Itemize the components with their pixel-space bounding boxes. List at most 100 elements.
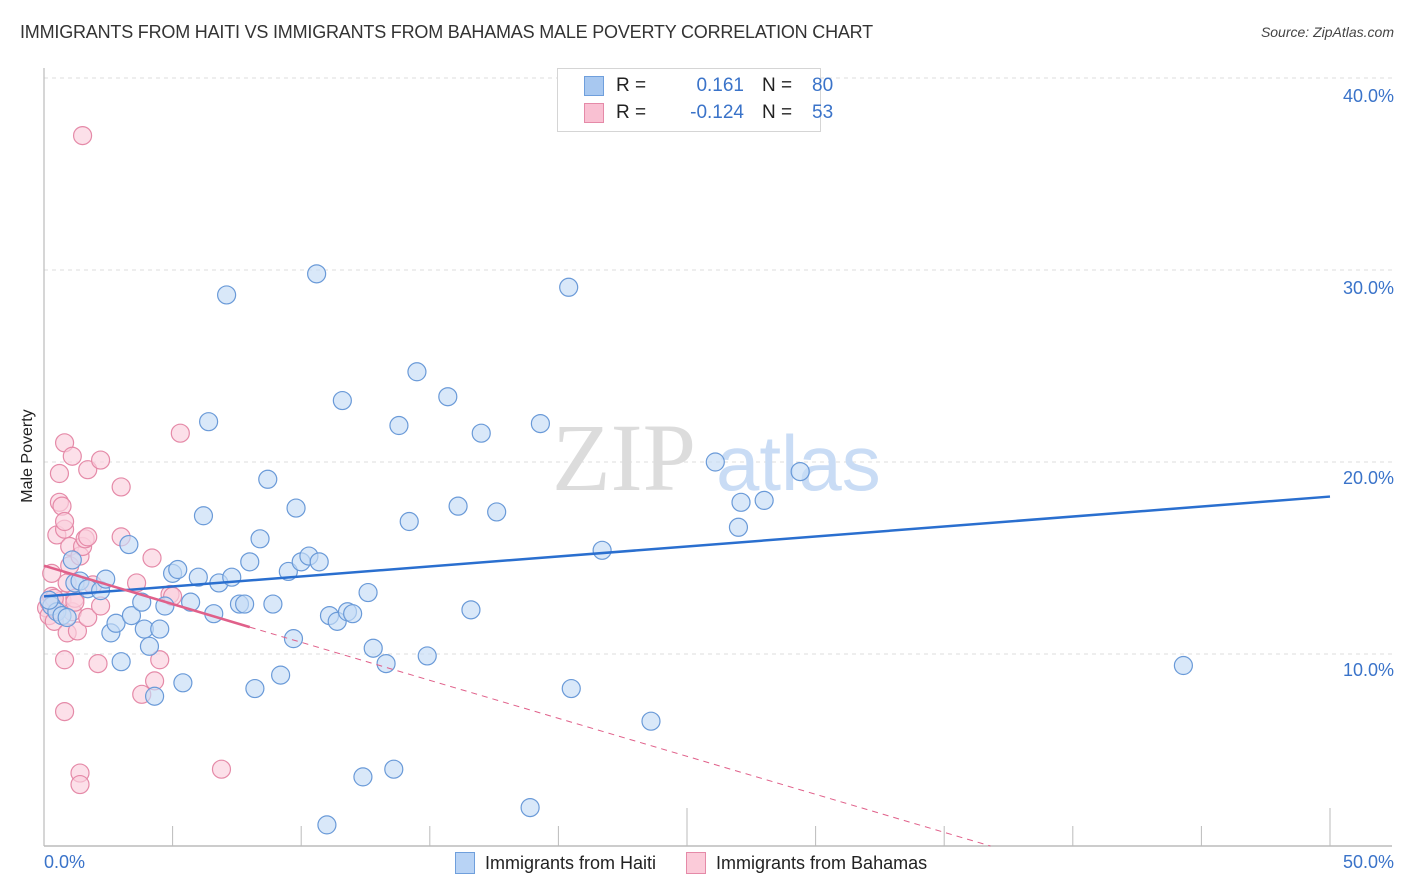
data-point xyxy=(121,605,142,626)
data-point xyxy=(170,423,190,443)
data-point xyxy=(389,415,409,436)
data-point xyxy=(728,517,749,537)
data-point xyxy=(211,759,232,779)
legend-row-haiti: R = 0.161 N = 80 xyxy=(584,74,833,98)
data-point xyxy=(193,506,214,526)
data-point xyxy=(235,594,255,614)
data-point xyxy=(705,452,725,472)
data-point xyxy=(376,653,396,674)
data-point xyxy=(343,604,363,624)
chart-title: IMMIGRANTS FROM HAITI VS IMMIGRANTS FROM… xyxy=(20,22,873,42)
y-tick-30: 30.0% xyxy=(1342,278,1394,298)
y-tick-40: 40.0% xyxy=(1342,86,1394,106)
data-point xyxy=(561,678,581,699)
haiti-points xyxy=(39,264,1193,835)
data-point xyxy=(90,450,111,470)
data-point xyxy=(78,527,98,547)
data-point xyxy=(754,490,774,510)
data-point xyxy=(54,701,75,722)
y-axis-label: Male Poverty xyxy=(19,409,36,503)
data-point xyxy=(139,636,160,656)
watermark-zip: ZIP xyxy=(552,404,696,511)
y-tick-20: 20.0% xyxy=(1342,468,1394,488)
x-tick-0: 0.0% xyxy=(44,852,86,872)
data-point xyxy=(54,511,75,532)
data-point xyxy=(67,621,88,641)
data-point xyxy=(132,592,152,612)
n-value: 80 xyxy=(812,75,834,96)
data-point xyxy=(592,540,612,560)
data-point xyxy=(72,126,93,146)
legend-label-haiti: Immigrants from Haiti xyxy=(485,852,657,873)
data-point xyxy=(106,613,126,633)
data-point xyxy=(240,552,260,572)
legend-label-bahamas: Immigrants from Bahamas xyxy=(716,852,928,873)
data-point xyxy=(54,650,75,670)
r-label: R = xyxy=(616,102,647,123)
data-point xyxy=(119,534,139,555)
n-label: N = xyxy=(762,75,793,96)
data-point xyxy=(188,567,208,587)
data-point xyxy=(353,767,373,787)
data-point xyxy=(520,797,540,818)
data-point xyxy=(461,600,481,620)
data-point xyxy=(283,629,304,649)
data-point xyxy=(487,502,507,522)
source-label: Source: ZipAtlas.com xyxy=(1260,24,1394,40)
data-point xyxy=(448,496,468,516)
n-label: N = xyxy=(762,102,793,123)
haiti-swatch-icon xyxy=(584,76,604,96)
data-point xyxy=(307,264,327,284)
data-point xyxy=(142,548,162,568)
data-point xyxy=(438,387,458,407)
r-value: 0.161 xyxy=(696,75,744,96)
haiti-trend-line xyxy=(43,495,1331,598)
data-point xyxy=(407,362,427,382)
n-value: 53 xyxy=(812,102,834,123)
trend-lines xyxy=(43,495,1331,847)
legend-item-haiti[interactable]: Immigrants from Haiti xyxy=(455,852,656,874)
data-point xyxy=(62,550,82,570)
data-point xyxy=(332,390,352,411)
data-point xyxy=(530,414,550,434)
r-value: -0.124 xyxy=(690,102,744,123)
data-point xyxy=(111,477,131,497)
data-point xyxy=(263,594,283,614)
data-point xyxy=(790,462,810,482)
bahamas-trend-line xyxy=(43,564,251,629)
data-point xyxy=(181,592,201,612)
bahamas-trend-extension xyxy=(249,626,991,847)
data-point xyxy=(245,678,265,699)
data-point xyxy=(150,619,170,639)
data-point xyxy=(417,646,437,666)
y-tick-10: 10.0% xyxy=(1342,660,1394,680)
data-point xyxy=(559,277,579,297)
data-point xyxy=(641,711,661,731)
data-point xyxy=(358,582,378,603)
data-point xyxy=(271,665,291,685)
haiti-swatch-icon xyxy=(455,852,475,874)
data-point xyxy=(168,559,188,580)
data-point xyxy=(1173,655,1193,676)
x-tick-50: 50.0% xyxy=(1342,852,1394,872)
legend-item-bahamas[interactable]: Immigrants from Bahamas xyxy=(686,852,927,874)
data-point xyxy=(62,446,82,466)
data-point xyxy=(70,774,90,795)
data-point xyxy=(399,511,419,532)
data-point xyxy=(217,285,237,305)
data-point xyxy=(150,650,170,670)
data-point xyxy=(78,460,98,480)
data-point xyxy=(309,552,329,572)
data-point xyxy=(78,607,98,628)
bahamas-points xyxy=(36,126,232,795)
data-point xyxy=(363,638,383,658)
bahamas-swatch-icon xyxy=(584,103,604,123)
bahamas-swatch-icon xyxy=(686,852,707,874)
data-point xyxy=(258,469,278,489)
data-point xyxy=(199,412,219,432)
data-point xyxy=(57,607,77,628)
correlation-legend: R = 0.161 N = 80 R = -0.124 N = 53 xyxy=(557,68,833,132)
legend-row-bahamas: R = -0.124 N = 53 xyxy=(584,101,833,125)
data-point xyxy=(126,573,147,593)
data-point xyxy=(471,423,491,443)
